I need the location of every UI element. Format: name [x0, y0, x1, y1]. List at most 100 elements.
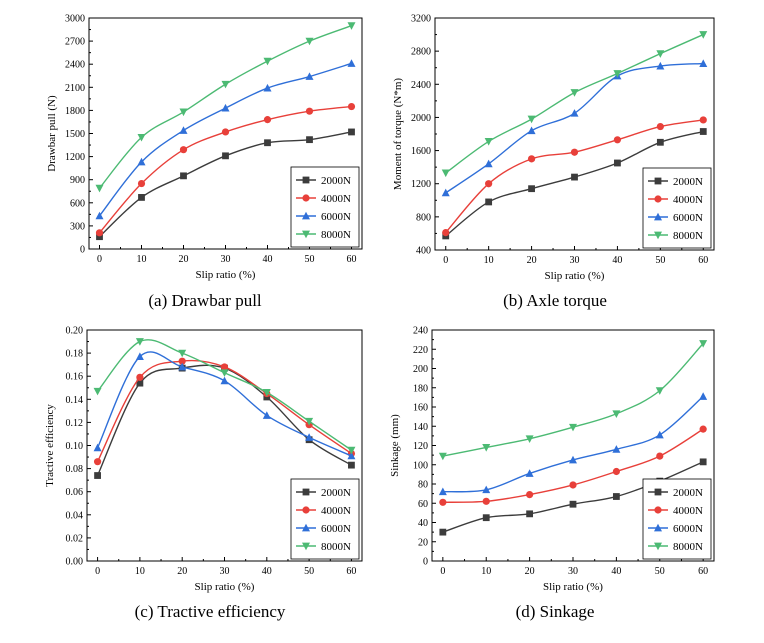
data-point — [221, 80, 230, 89]
x-axis-label: Slip ratio (%) — [545, 270, 605, 282]
y-axis-label: Tractive efficiency — [44, 404, 56, 487]
y-tick-label: 0.06 — [66, 487, 84, 498]
y-tick-label: 0.16 — [66, 372, 84, 383]
data-point — [348, 461, 355, 469]
legend-label: 2000N — [321, 175, 351, 187]
data-point — [655, 430, 664, 439]
data-point — [482, 444, 491, 452]
legend-marker — [654, 212, 662, 221]
y-tick-label: 160 — [413, 403, 428, 414]
x-tick-label: 50 — [655, 255, 665, 266]
data-point — [178, 362, 187, 371]
figure-caption: (d) Sinkage — [516, 602, 595, 621]
chart-panel-axle-torque: 400 800 1200 1600 2000 2400 2800 3200 0 10 20 30 40 5… — [392, 14, 715, 310]
data-point — [699, 128, 707, 135]
data-point — [305, 417, 314, 426]
data-point — [347, 22, 356, 30]
y-tick-label: 0 — [80, 245, 85, 256]
series-6000n — [93, 351, 356, 460]
data-point — [262, 388, 271, 397]
x-axis-label: Slip ratio (%) — [195, 581, 255, 593]
y-axis-label: Sinkage (mm) — [389, 414, 401, 477]
y-tick-label: 600 — [70, 198, 85, 209]
x-tick-label: 30 — [221, 254, 231, 265]
legend-marker — [302, 523, 310, 532]
data-point — [528, 185, 535, 193]
data-point — [178, 357, 186, 365]
data-point — [525, 435, 534, 443]
data-point — [439, 498, 447, 506]
data-point — [656, 138, 664, 146]
y-tick-label: 2700 — [65, 37, 85, 48]
x-tick-label: 40 — [262, 566, 272, 577]
y-tick-label: 200 — [413, 364, 428, 375]
legend-marker — [302, 488, 310, 496]
data-point — [612, 445, 621, 453]
legend-label: 8000N — [673, 541, 703, 553]
legend-marker — [302, 506, 310, 514]
data-point — [93, 458, 102, 466]
data-point — [96, 233, 103, 241]
data-point — [179, 108, 188, 117]
legend-marker — [302, 542, 310, 551]
data-point — [484, 138, 493, 146]
y-tick-label: 0.00 — [66, 557, 84, 568]
data-point — [655, 387, 664, 395]
data-point — [93, 443, 102, 452]
y-tick-label: 220 — [413, 345, 428, 356]
series-4000n — [95, 102, 356, 237]
data-point — [612, 410, 621, 418]
y-tick-label: 1800 — [65, 106, 85, 117]
data-point — [178, 349, 187, 358]
data-point — [482, 514, 490, 522]
data-point — [305, 433, 314, 441]
y-tick-label: 2800 — [411, 47, 431, 58]
data-point — [180, 172, 187, 180]
data-point — [570, 148, 579, 156]
y-tick-label: 0.02 — [66, 533, 84, 544]
y-tick-label: 0.20 — [66, 326, 84, 337]
x-tick-label: 50 — [305, 254, 315, 265]
data-point — [347, 59, 356, 67]
y-tick-label: 0.18 — [66, 349, 84, 360]
data-point — [441, 188, 450, 197]
data-point — [438, 487, 447, 496]
data-point — [305, 107, 314, 115]
series-6000n — [438, 392, 708, 496]
y-tick-label: 0 — [423, 557, 428, 568]
data-point — [699, 425, 707, 433]
data-point — [441, 169, 450, 178]
data-point — [613, 70, 622, 78]
series-line — [442, 343, 704, 457]
series-2000n — [96, 128, 355, 241]
figure-caption: (b) Axle torque — [503, 291, 607, 310]
legend-label: 6000N — [321, 523, 351, 535]
series-6000n — [95, 59, 356, 220]
data-point — [482, 497, 490, 505]
y-tick-label: 1200 — [65, 152, 85, 163]
y-tick-label: 100 — [413, 460, 428, 471]
x-tick-label: 30 — [570, 255, 580, 266]
y-tick-label: 3200 — [411, 14, 431, 25]
data-point — [263, 83, 272, 92]
data-point — [439, 528, 447, 536]
y-tick-label: 2000 — [411, 113, 431, 124]
x-tick-label: 30 — [568, 566, 578, 577]
series-line — [97, 339, 352, 451]
data-point — [221, 128, 230, 136]
series-8000n — [95, 22, 356, 193]
data-point — [95, 211, 104, 220]
data-point — [699, 59, 708, 67]
data-point — [264, 139, 271, 147]
x-tick-label: 60 — [347, 254, 357, 265]
data-point — [135, 338, 144, 346]
legend-marker — [654, 506, 662, 514]
data-point — [482, 485, 491, 494]
series-8000n — [93, 338, 356, 455]
legend-label: 6000N — [321, 211, 351, 223]
x-tick-label: 10 — [484, 255, 494, 266]
data-point — [305, 72, 314, 80]
y-tick-label: 0.08 — [66, 464, 84, 475]
x-tick-label: 20 — [527, 255, 537, 266]
